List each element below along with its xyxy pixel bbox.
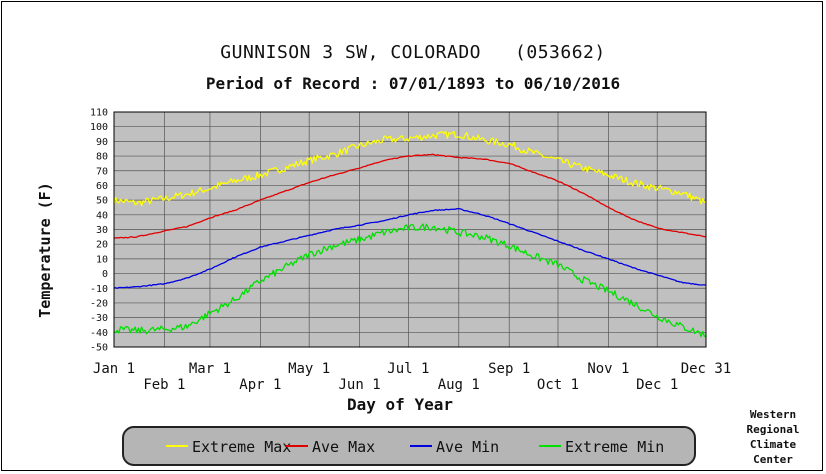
y-tick-label: -50 xyxy=(90,343,108,354)
y-tick-label: -40 xyxy=(90,328,108,339)
x-tick-label: Jul 1 xyxy=(387,361,429,377)
series-line-ave-min xyxy=(113,207,707,289)
y-tick-label: 100 xyxy=(90,122,108,133)
chart-title: GUNNISON 3 SW, COLORADO (053662) xyxy=(220,42,606,63)
legend-item: Ave Max xyxy=(286,438,375,458)
y-tick-label: -30 xyxy=(90,313,108,324)
credit-line: Center xyxy=(753,453,793,466)
y-tick-label: 50 xyxy=(96,196,108,207)
y-tick-label: 110 xyxy=(90,108,108,119)
legend-swatch xyxy=(286,444,308,447)
x-tick-label: Jun 1 xyxy=(339,377,381,393)
y-tick-label: 70 xyxy=(96,166,108,177)
series-line-extreme-max xyxy=(113,130,707,207)
x-axis-label: Day of Year xyxy=(347,395,453,414)
legend-label: Ave Max xyxy=(312,438,376,456)
x-tick-label: Apr 1 xyxy=(239,377,281,393)
credit-line: Climate xyxy=(749,438,797,451)
x-tick-label: Sep 1 xyxy=(488,361,530,377)
x-tick-label: Feb 1 xyxy=(143,377,185,393)
x-tick-label: Dec 31 xyxy=(681,361,732,377)
y-tick-label: -20 xyxy=(90,298,108,309)
x-tick-label: Aug 1 xyxy=(438,377,480,393)
series-line-ave-max xyxy=(113,153,707,240)
y-tick-label: 90 xyxy=(96,137,108,148)
credit-block: Western Regional Climate Center xyxy=(728,407,818,467)
x-tick-label: Nov 1 xyxy=(587,361,629,377)
legend-item: Extreme Min xyxy=(539,438,664,458)
y-tick-label: 20 xyxy=(96,240,108,251)
y-tick-label: 80 xyxy=(96,152,108,163)
y-axis-label: Temperature (F) xyxy=(36,182,54,317)
plot-border xyxy=(113,111,707,348)
series-line-extreme-min xyxy=(113,223,707,338)
x-tick-label: Oct 1 xyxy=(537,377,579,393)
y-tick-label: 30 xyxy=(96,225,108,236)
legend-swatch xyxy=(410,444,432,447)
legend-label: Ave Min xyxy=(436,438,500,456)
legend-swatch xyxy=(539,444,561,447)
y-tick-label: 40 xyxy=(96,210,108,221)
legend-label: Extreme Max xyxy=(192,438,292,456)
legend-swatch xyxy=(166,444,188,447)
credit-line: Western xyxy=(749,408,797,421)
x-tick-label: Mar 1 xyxy=(189,361,231,377)
y-tick-label: 10 xyxy=(96,254,108,265)
chart-subtitle: Period of Record : 07/01/1893 to 06/10/2… xyxy=(205,74,621,93)
legend-item: Extreme Max xyxy=(166,438,291,458)
y-tick-label: -10 xyxy=(90,284,108,295)
y-tick-label: 60 xyxy=(96,181,108,192)
x-tick-label: Dec 1 xyxy=(636,377,678,393)
y-tick-label: 0 xyxy=(102,269,108,280)
legend: Extreme Max Ave Max Ave Min Extreme Min xyxy=(122,426,696,466)
legend-item: Ave Min xyxy=(410,438,499,458)
x-tick-label: Jan 1 xyxy=(93,361,135,377)
legend-label: Extreme Min xyxy=(565,438,665,456)
series-layer xyxy=(113,130,707,338)
x-tick-label: May 1 xyxy=(288,361,330,377)
credit-line: Regional xyxy=(746,423,800,436)
